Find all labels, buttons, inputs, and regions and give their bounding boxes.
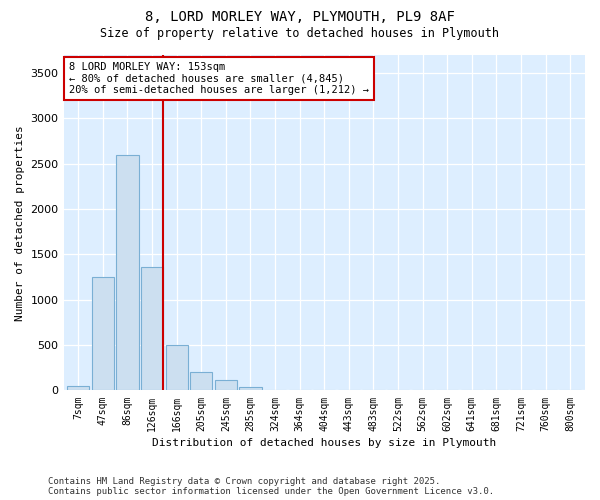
Bar bbox=[215, 380, 237, 390]
X-axis label: Distribution of detached houses by size in Plymouth: Distribution of detached houses by size … bbox=[152, 438, 496, 448]
Text: Contains public sector information licensed under the Open Government Licence v3: Contains public sector information licen… bbox=[48, 487, 494, 496]
Y-axis label: Number of detached properties: Number of detached properties bbox=[15, 125, 25, 320]
Bar bbox=[239, 387, 262, 390]
Bar bbox=[92, 277, 114, 390]
Bar bbox=[166, 345, 188, 391]
Text: 8, LORD MORLEY WAY, PLYMOUTH, PL9 8AF: 8, LORD MORLEY WAY, PLYMOUTH, PL9 8AF bbox=[145, 10, 455, 24]
Bar bbox=[116, 154, 139, 390]
Bar bbox=[141, 267, 163, 390]
Bar bbox=[190, 372, 212, 390]
Bar bbox=[67, 386, 89, 390]
Text: 8 LORD MORLEY WAY: 153sqm
← 80% of detached houses are smaller (4,845)
20% of se: 8 LORD MORLEY WAY: 153sqm ← 80% of detac… bbox=[69, 62, 369, 95]
Text: Size of property relative to detached houses in Plymouth: Size of property relative to detached ho… bbox=[101, 28, 499, 40]
Text: Contains HM Land Registry data © Crown copyright and database right 2025.: Contains HM Land Registry data © Crown c… bbox=[48, 477, 440, 486]
